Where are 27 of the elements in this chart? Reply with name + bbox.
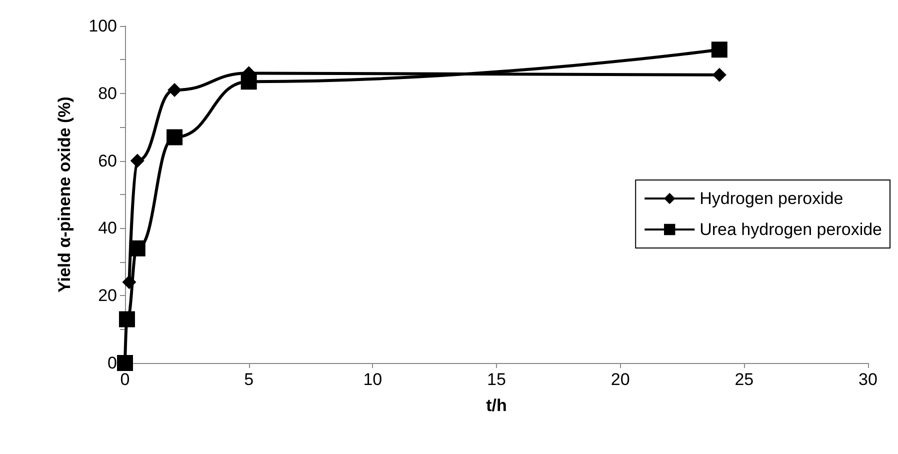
- point: [118, 311, 135, 328]
- x-tick-label: 15: [487, 370, 506, 389]
- point: [122, 275, 136, 290]
- y-tick-label: 100: [88, 16, 117, 36]
- point: [712, 68, 726, 82]
- x-axis-title: t/h: [486, 396, 507, 415]
- point: [166, 129, 183, 146]
- x-tick-label: 20: [610, 370, 630, 389]
- y-axis-title: Yield α-pinene oxide (%): [55, 96, 74, 292]
- x-tick-label: 30: [858, 370, 878, 389]
- legend-label: Urea hydrogen peroxide: [700, 220, 882, 239]
- y-tick-label: 0: [108, 354, 117, 372]
- y-tick-label: 80: [98, 84, 117, 103]
- point: [117, 355, 133, 371]
- point: [240, 74, 257, 90]
- point: [130, 154, 144, 168]
- point: [711, 42, 728, 58]
- x-tick-label: 5: [244, 370, 254, 389]
- y-tick-label: 20: [98, 286, 117, 306]
- y-tick-label: 40: [98, 218, 117, 238]
- y-tick-label: 60: [98, 151, 117, 170]
- point: [129, 240, 146, 256]
- legend-label: Hydrogen peroxide: [700, 189, 844, 208]
- x-tick-label: 0: [120, 370, 130, 389]
- x-tick-label: 10: [363, 370, 382, 389]
- point: [168, 83, 182, 98]
- x-tick-label: 25: [734, 370, 754, 389]
